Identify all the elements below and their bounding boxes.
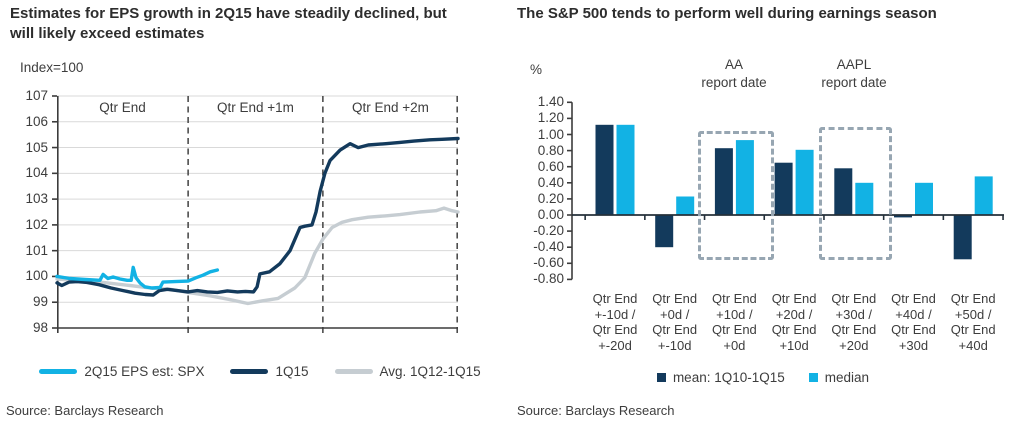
- y-tick-label: 101: [25, 242, 48, 258]
- legend-item-avg: Avg. 1Q12-1Q15: [334, 364, 481, 379]
- x-group-label: Qtr End +50d / Qtr End +40d: [950, 291, 996, 353]
- right-source-text: Source: Barclays Research: [517, 403, 675, 418]
- left-chart-title-line2: will likely exceed estimates: [10, 24, 205, 42]
- x-group-label: Qtr End +10d / Qtr End +0d: [711, 291, 757, 353]
- x-group-label: Qtr End +40d / Qtr End +30d: [891, 291, 936, 353]
- gray-line-swatch-icon: [334, 369, 373, 374]
- y-tick-label: 1.00: [537, 126, 564, 142]
- legend-label: mean: 1Q10-1Q15: [672, 370, 785, 385]
- legend-label: Avg. 1Q12-1Q15: [379, 364, 481, 379]
- y-tick-label: 103: [25, 191, 48, 207]
- section-label: Qtr End: [99, 100, 146, 115]
- y-tick-label: -0.20: [533, 223, 564, 239]
- legend-label: median: [824, 370, 870, 385]
- aa-report-date-annotation: AA report date: [669, 56, 799, 92]
- right-chart-legend: mean: 1Q10-1Q15 median: [513, 370, 1013, 385]
- y-tick-label: 104: [25, 165, 48, 181]
- y-tick-label: 100: [25, 268, 48, 284]
- y-tick-label: 107: [25, 88, 48, 103]
- right-bar-chart-plot: [567, 95, 1004, 295]
- annotation-line: AAPL: [836, 57, 872, 72]
- y-tick-label: 99: [32, 294, 48, 310]
- section-label: Qtr End +1m: [217, 100, 294, 115]
- legend-item-2q15-eps: 2Q15 EPS est: SPX: [39, 364, 204, 379]
- right-chart-title: The S&P 500 tends to perform well during…: [517, 5, 937, 22]
- right-y-axis-ticks: 1.40 1.20 1.00 0.80 0.60 0.40 0.20 0.00 -0.20 -0.…: [514, 94, 564, 295]
- y-tick-label: 0.80: [537, 142, 564, 158]
- x-group-label: Qtr End +-10d / Qtr End +-20d: [592, 291, 638, 353]
- section-label: Qtr End +2m: [351, 100, 429, 115]
- y-tick-label: -0.60: [533, 255, 564, 271]
- navy-square-swatch-icon: [656, 373, 666, 382]
- y-tick-label: 105: [25, 139, 48, 155]
- y-tick-label: 0.40: [537, 174, 564, 190]
- legend-item-1q15: 1Q15: [230, 364, 309, 379]
- cyan-line-swatch-icon: [39, 369, 78, 374]
- y-tick-label: 0.20: [537, 190, 564, 206]
- aapl-report-window-box: [819, 127, 892, 260]
- x-group-label: Qtr End +20d / Qtr End +10d: [771, 291, 817, 353]
- legend-item-median: median: [808, 370, 870, 385]
- x-group-label: Qtr End +0d / Qtr End +-10d: [652, 291, 698, 353]
- left-chart-section-labels: Qtr End Qtr End +1m Qtr End +2m: [57, 100, 458, 118]
- legend-label: 1Q15: [275, 364, 309, 379]
- y-tick-label: 0.60: [537, 158, 564, 174]
- left-source-text: Source: Barclays Research: [6, 403, 164, 418]
- y-tick-label: 106: [25, 113, 48, 129]
- y-tick-label: 102: [25, 216, 48, 232]
- left-chart-legend: 2Q15 EPS est: SPX 1Q15 Avg. 1Q12-1Q15: [39, 364, 481, 379]
- left-axis-unit-label: Index=100: [20, 60, 84, 75]
- y-tick-label: -0.40: [533, 239, 564, 255]
- cyan-square-swatch-icon: [808, 373, 818, 382]
- legend-label: 2Q15 EPS est: SPX: [84, 364, 205, 379]
- left-chart-title: Estimates for EPS growth in 2Q15 have st…: [10, 4, 505, 44]
- annotation-line: AA: [724, 57, 743, 72]
- y-tick-label: 1.20: [537, 110, 564, 126]
- y-tick-label: 98: [32, 320, 48, 335]
- navy-line-swatch-icon: [230, 369, 269, 374]
- left-chart-title-line1: Estimates for EPS growth in 2Q15 have st…: [10, 5, 447, 22]
- left-line-chart-plot: [52, 95, 460, 333]
- aapl-report-date-annotation: AAPL report date: [789, 56, 919, 92]
- y-tick-label: 0.00: [537, 207, 564, 222]
- x-group-label: Qtr End +30d / Qtr End +20d: [831, 291, 877, 353]
- legend-item-mean: mean: 1Q10-1Q15: [656, 370, 785, 385]
- annotation-line: report date: [701, 75, 767, 91]
- y-tick-label: -0.80: [533, 271, 564, 287]
- annotation-line: report date: [821, 75, 887, 91]
- y-tick-label: 1.40: [537, 94, 564, 110]
- left-y-axis-ticks: 107 106 105 104 103 102 101 100 99 98: [12, 88, 48, 335]
- right-axis-unit-label: %: [530, 62, 543, 77]
- aa-report-window-box: [698, 131, 774, 260]
